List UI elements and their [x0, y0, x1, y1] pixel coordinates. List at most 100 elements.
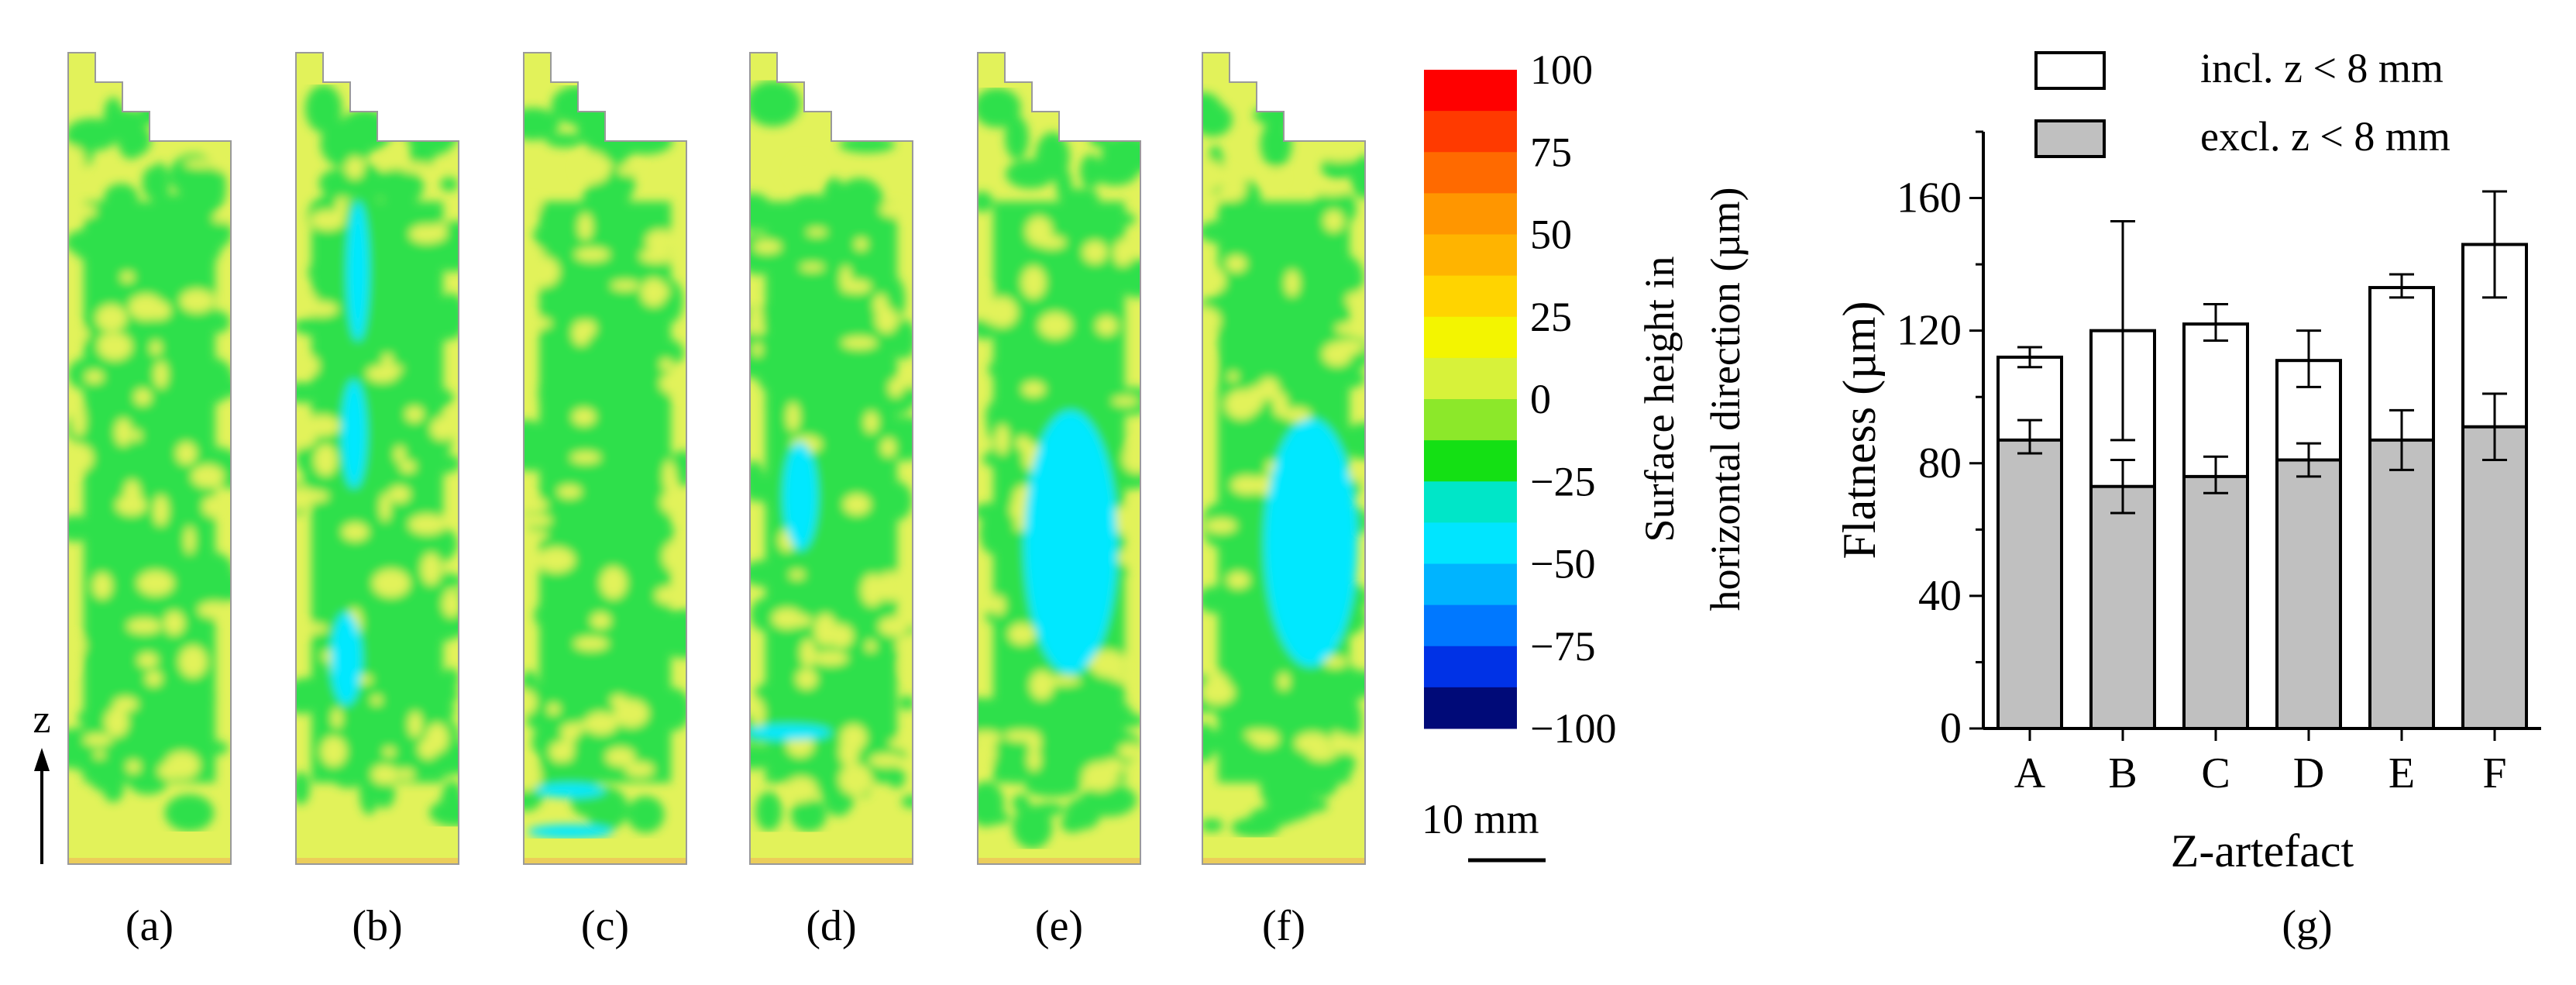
green-blob [801, 573, 819, 588]
green-blob [1236, 250, 1281, 272]
green-blob [535, 203, 593, 219]
yellow-blob [605, 747, 635, 766]
yellow-blob [753, 240, 782, 253]
yellow-blob [873, 294, 888, 315]
colorbar-tick-label: −25 [1530, 458, 1595, 505]
green-blob [524, 108, 560, 140]
green-blob [675, 449, 686, 488]
green-blob [750, 460, 765, 502]
yellow-blob [184, 525, 195, 554]
colorbar-segment [1424, 316, 1517, 359]
yellow-blob [524, 317, 552, 329]
yellow-blob [202, 496, 220, 517]
yellow-blob [126, 760, 141, 773]
height-map-c [523, 52, 687, 865]
green-blob [127, 720, 155, 746]
yellow-blob [137, 570, 174, 596]
error-bar-incl-B [2110, 220, 2135, 442]
colorbar-segment [1424, 111, 1517, 153]
green-blob [1079, 153, 1102, 189]
yellow-blob [1202, 351, 1215, 383]
green-blob [195, 425, 216, 473]
cyan-region [535, 784, 605, 797]
green-blob [584, 208, 621, 240]
yellow-blob [1323, 656, 1346, 668]
map-outline [67, 52, 232, 865]
green-blob [1040, 757, 1082, 771]
green-blob [72, 741, 130, 778]
green-blob [1005, 739, 1028, 784]
yellow-blob [68, 443, 94, 474]
colorbar-tick-label: 0 [1530, 376, 1551, 422]
green-blob [1272, 307, 1291, 356]
green-blob [1061, 188, 1099, 205]
z-axis-label: z [33, 697, 50, 742]
colorbar-tick-label: −75 [1530, 623, 1595, 670]
green-blob [111, 367, 131, 398]
yellow-blob [572, 722, 605, 731]
yellow-blob [150, 340, 162, 356]
colorbar: 100 75 50 25 0 −25 −50 −75 −100 Surface height in… [1422, 46, 1749, 863]
yellow-blob [645, 229, 675, 253]
green-blob [545, 133, 583, 148]
yellow-blob [865, 640, 876, 653]
green-blob [1013, 805, 1053, 849]
cyan-region [347, 201, 369, 341]
yellow-blob [1027, 749, 1041, 771]
green-blob [366, 663, 406, 679]
yellow-blob [895, 639, 913, 650]
yellow-blob [296, 291, 318, 308]
panel-label-a: (a) [126, 902, 174, 950]
green-blob [985, 607, 1037, 627]
green-blob [1228, 236, 1281, 250]
legend-label-excl: excl. z < 8 mm [2200, 113, 2450, 160]
x-axis-title: Z-artefact [2171, 825, 2354, 877]
z-arrow-head [34, 748, 50, 771]
green-blob [144, 198, 183, 239]
yellow-blob [600, 567, 627, 599]
yellow-blob [1223, 175, 1247, 201]
yellow-blob [68, 326, 90, 343]
panel-label-e: (e) [1035, 902, 1083, 950]
yellow-blob [889, 378, 903, 398]
yellow-blob [425, 723, 449, 753]
green-blob [524, 435, 558, 471]
yellow-blob [655, 587, 681, 604]
yellow-blob [1266, 168, 1285, 185]
yellow-blob [1335, 323, 1357, 335]
green-blob [174, 686, 191, 726]
yellow-blob [843, 494, 871, 515]
flatness-bar-chart: 0 40 80 120 160 A B C D E F Flatness (µm) Z-artefact… [1834, 45, 2541, 877]
green-blob [877, 384, 913, 415]
map-outline [977, 52, 1141, 865]
yellow-blob [659, 358, 672, 371]
panel-label-d: (d) [806, 902, 856, 950]
green-blob [762, 249, 803, 282]
green-blob [628, 95, 669, 119]
green-blob [1335, 670, 1365, 698]
green-blob [102, 539, 143, 580]
error-bar-excl-C [2203, 455, 2228, 494]
yellow-blob [524, 761, 542, 791]
yellow-blob [978, 737, 996, 767]
x-tick-label: C [2201, 749, 2230, 797]
height-map-d [749, 52, 913, 865]
panel-label-g: (g) [2282, 902, 2332, 950]
yellow-blob [373, 569, 410, 598]
yellow-blob [94, 750, 105, 759]
yellow-blob [1244, 729, 1271, 740]
yellow-blob [68, 205, 97, 219]
y-tick-label: 40 [1918, 572, 1962, 620]
yellow-blob [105, 708, 129, 737]
height-map-e [977, 52, 1141, 865]
green-blob [160, 377, 182, 420]
height-map-a [67, 52, 232, 865]
yellow-blob [394, 446, 405, 463]
yellow-blob [388, 486, 411, 503]
yellow-blob [1123, 444, 1140, 474]
green-blob [592, 475, 645, 489]
yellow-blob [800, 639, 816, 667]
yellow-blob [896, 608, 913, 626]
green-blob [1005, 115, 1029, 160]
yellow-blob [96, 305, 127, 332]
